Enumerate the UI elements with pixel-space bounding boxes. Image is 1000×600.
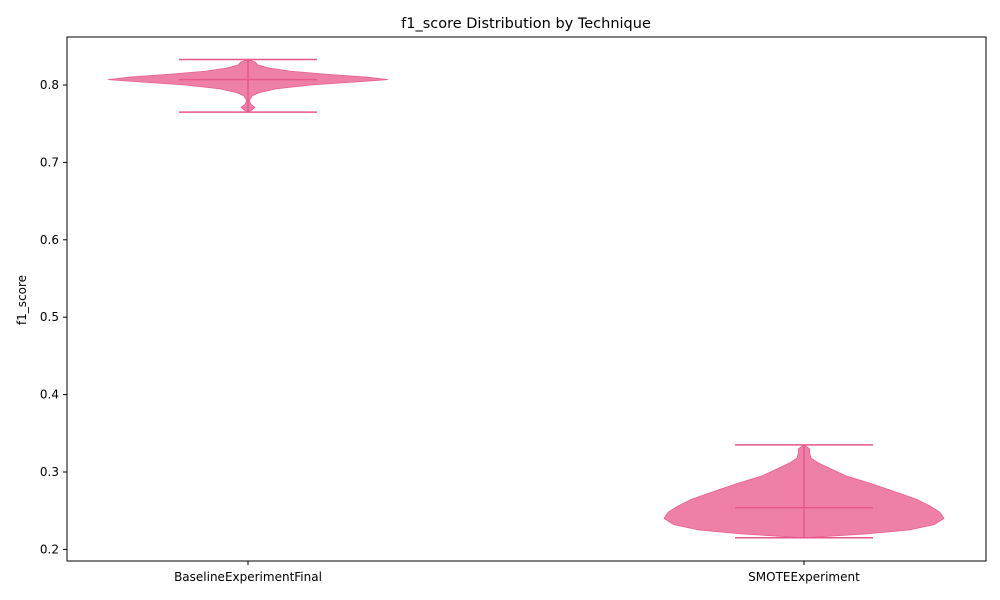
y-tick-label: 0.2 (40, 542, 59, 556)
y-tick-label: 0.4 (40, 388, 59, 402)
violin-layer (107, 58, 945, 539)
y-tick-label: 0.6 (40, 233, 59, 247)
chart-title: f1_score Distribution by Technique (401, 16, 651, 32)
y-tick-label: 0.7 (40, 155, 59, 169)
x-tick-label: BaselineExperimentFinal (174, 570, 322, 584)
x-tick-label: SMOTEExperiment (748, 570, 860, 584)
plot-frame (66, 36, 987, 562)
axes: 0.2 0.3 0.4 0.5 0.6 0.7 0.8 BaselineExperimentF… (40, 36, 987, 584)
y-tick-label: 0.8 (40, 78, 59, 92)
y-tick-label: 0.5 (40, 310, 59, 324)
y-tick-label: 0.3 (40, 465, 59, 479)
y-axis-label: f1_score (15, 275, 29, 325)
